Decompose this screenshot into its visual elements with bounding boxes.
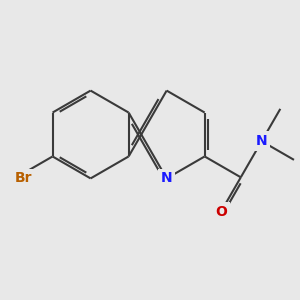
Text: N: N: [161, 171, 172, 185]
Text: O: O: [215, 205, 227, 218]
Text: Br: Br: [14, 171, 32, 185]
Text: N: N: [256, 134, 268, 148]
